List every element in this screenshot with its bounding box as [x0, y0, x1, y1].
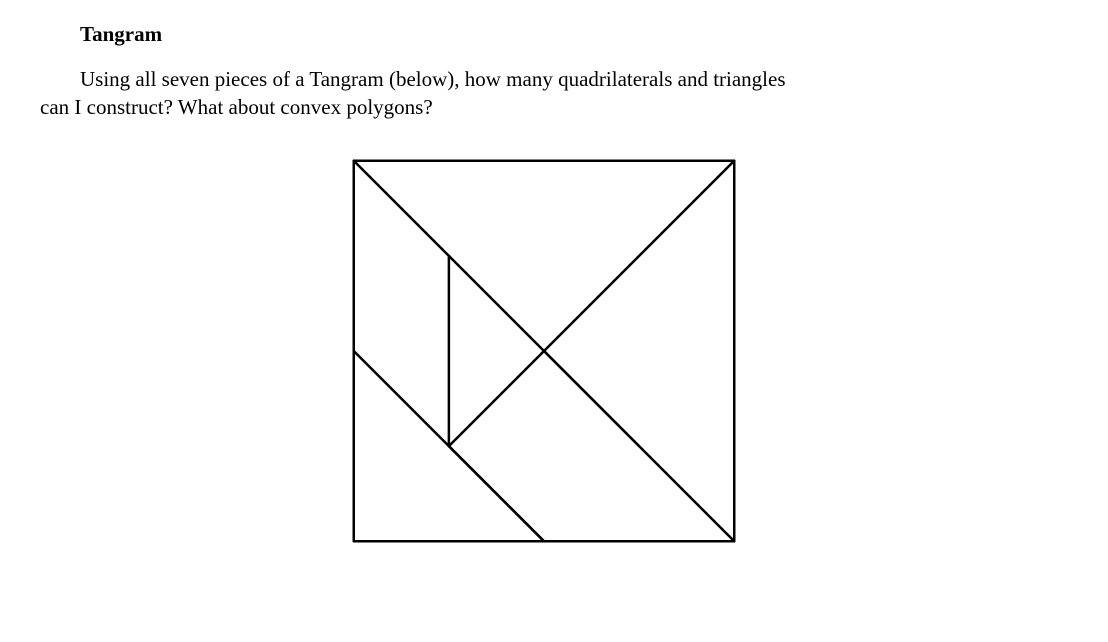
- body-line-1: Using all seven pieces of a Tangram (bel…: [80, 67, 786, 91]
- tangram-diagram: [349, 156, 739, 546]
- page: Tangram Using all seven pieces of a Tang…: [0, 0, 1108, 642]
- tangram-figure-wrap: [40, 156, 1048, 551]
- body-paragraph: Using all seven pieces of a Tangram (bel…: [40, 65, 1048, 122]
- title: Tangram: [80, 22, 1048, 47]
- body-line-2: can I construct? What about convex polyg…: [40, 95, 433, 119]
